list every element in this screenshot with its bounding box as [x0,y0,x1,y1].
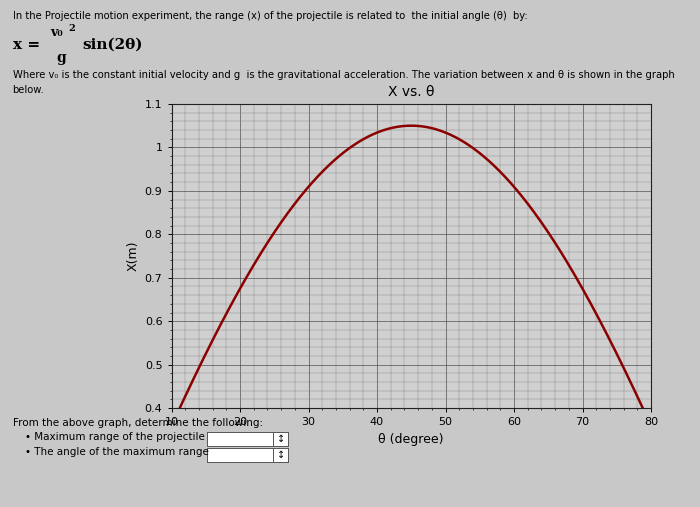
Text: 2: 2 [68,24,75,33]
Text: v₀: v₀ [50,26,63,40]
Text: Where v₀ is the constant initial velocity and g  is the gravitational accelerati: Where v₀ is the constant initial velocit… [13,70,674,80]
Y-axis label: X(m): X(m) [126,241,139,271]
Text: ↕: ↕ [276,450,285,460]
Text: From the above graph, determine the following:: From the above graph, determine the foll… [13,418,262,428]
Text: • Maximum range of the projectile: • Maximum range of the projectile [25,432,204,442]
Text: sin(2θ): sin(2θ) [83,38,143,52]
Title: X vs. θ: X vs. θ [388,85,435,98]
Text: ↕: ↕ [276,434,285,444]
Text: In the Projectile motion experiment, the range (x) of the projectile is related : In the Projectile motion experiment, the… [13,11,527,21]
Text: • The angle of the maximum range: • The angle of the maximum range [25,447,209,457]
Text: x =: x = [13,38,40,52]
Text: g: g [56,51,66,65]
X-axis label: θ (degree): θ (degree) [379,432,444,446]
Text: below.: below. [13,85,44,95]
